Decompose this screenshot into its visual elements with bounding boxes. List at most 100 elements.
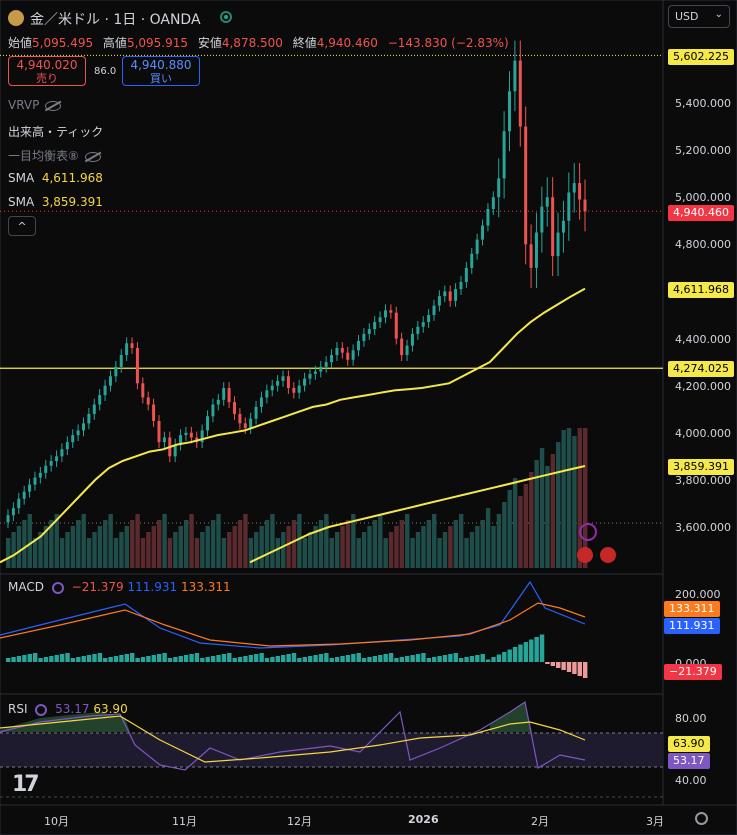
macd-histogram-bar: [151, 655, 156, 662]
volume-bar: [329, 538, 334, 568]
candle-body: [410, 333, 414, 346]
volume-bar: [561, 430, 566, 568]
buy-price: 4,940.880: [130, 58, 192, 72]
rsi-legend[interactable]: RSI 53.17 63.90: [8, 702, 128, 716]
candle-body: [157, 421, 161, 443]
volume-bar: [291, 520, 297, 568]
volume-bar: [32, 538, 38, 568]
volume-bar: [485, 508, 491, 568]
volume-bar: [194, 538, 200, 568]
volume-bar: [221, 538, 227, 568]
candle-body: [497, 178, 501, 198]
candle-body: [200, 430, 204, 443]
macd-histogram-bar: [512, 647, 518, 662]
macd-histogram-bar: [351, 654, 356, 662]
buy-button[interactable]: 4,940.880 買い: [122, 56, 200, 86]
spread-value: 86.0: [94, 66, 117, 77]
macd-histogram-bar: [518, 644, 523, 662]
volume-bar: [22, 520, 27, 568]
us-event-icon: [600, 547, 616, 563]
macd-histogram-bar: [437, 656, 442, 662]
settings-gear-icon[interactable]: [695, 812, 708, 825]
volume-bar: [448, 526, 453, 568]
macd-histogram-bar: [275, 656, 281, 662]
volume-bar: [119, 532, 124, 568]
collapse-legend-button[interactable]: ^: [8, 216, 36, 236]
volume-bar: [130, 520, 135, 568]
volume-bar: [534, 460, 539, 568]
macd-histogram-bar: [523, 642, 529, 662]
macd-histogram-bar: [32, 653, 38, 662]
candle-body: [394, 312, 398, 339]
candle-body: [389, 310, 393, 313]
volume-bar: [173, 532, 178, 568]
candle-body: [303, 378, 307, 386]
volume-bar: [210, 520, 216, 568]
hidden-eye-icon[interactable]: [45, 100, 62, 111]
volume-bar: [361, 532, 367, 568]
candle-body: [556, 232, 560, 257]
macd-histogram-bar: [577, 662, 582, 676]
volume-bar: [76, 520, 81, 568]
price-tag-sma-slow: 3,859.391: [668, 459, 734, 475]
volume-bar: [539, 448, 545, 568]
volume-bar: [458, 514, 464, 568]
candle-body: [211, 404, 215, 417]
volume-bar: [297, 514, 302, 568]
macd-histogram-bar: [59, 654, 65, 662]
rsi-line: [0, 701, 586, 771]
candle-body: [281, 376, 285, 381]
currency-select[interactable]: USD ⌄: [668, 5, 730, 28]
candle-body: [572, 183, 576, 193]
macd-legend[interactable]: MACD −21.379 111.931 133.311: [8, 580, 231, 594]
macd-histogram-bar: [469, 656, 475, 662]
macd-tag-macd: 111.931: [664, 618, 720, 634]
candle-body: [346, 352, 350, 360]
candle-body: [92, 404, 96, 414]
macd-histogram-bar: [200, 658, 205, 662]
candle-body: [540, 206, 544, 233]
macd-histogram-bar: [11, 657, 16, 662]
candle-body: [243, 423, 247, 429]
volume-bar: [43, 526, 49, 568]
macd-histogram-bar: [243, 656, 248, 662]
loading-icon: [35, 703, 48, 716]
macd-histogram-bar: [566, 662, 572, 672]
candle-body: [33, 477, 37, 485]
sell-button[interactable]: 4,940.020 売り: [8, 56, 86, 86]
rsi-tick: 40.00: [675, 774, 707, 787]
volume-bar: [475, 526, 480, 568]
candle-body: [357, 340, 361, 351]
candle-body: [130, 343, 134, 348]
sell-price: 4,940.020: [16, 58, 78, 72]
volume-bar: [248, 538, 254, 568]
indicator-sma-fast[interactable]: SMA 4,611.968: [8, 171, 103, 185]
volume-bar: [113, 538, 119, 568]
volume-bar: [426, 520, 432, 568]
indicator-vrvp[interactable]: VRVP: [8, 98, 62, 112]
volume-bar: [167, 538, 173, 568]
hidden-eye-icon[interactable]: [84, 151, 101, 162]
volume-bar: [345, 520, 351, 568]
volume-bar: [205, 526, 210, 568]
macd-histogram-bar: [491, 657, 496, 662]
indicator-volume[interactable]: 出来高・ティック: [8, 125, 104, 139]
macd-histogram-bar: [237, 657, 243, 662]
indicator-ichimoku[interactable]: 一目均衡表⑧: [8, 147, 101, 164]
candle-body: [475, 239, 479, 254]
macd-tag-signal: 133.311: [664, 601, 720, 617]
macd-histogram-bar: [550, 662, 556, 666]
volume-bar: [124, 526, 130, 568]
volume-bar: [556, 442, 561, 568]
indicator-sma-slow[interactable]: SMA 3,859.391: [8, 195, 103, 209]
price-tick: 4,200.000: [675, 380, 731, 393]
volume-bar: [577, 428, 582, 568]
volume-bar: [254, 532, 259, 568]
volume-bar: [502, 502, 507, 568]
price-tick: 3,800.000: [675, 474, 731, 487]
volume-bar: [572, 436, 577, 568]
macd-histogram-bar: [502, 652, 507, 662]
candle-body: [518, 60, 522, 127]
symbol-title[interactable]: 金／米ドル · 1日 · OANDA: [30, 12, 201, 28]
